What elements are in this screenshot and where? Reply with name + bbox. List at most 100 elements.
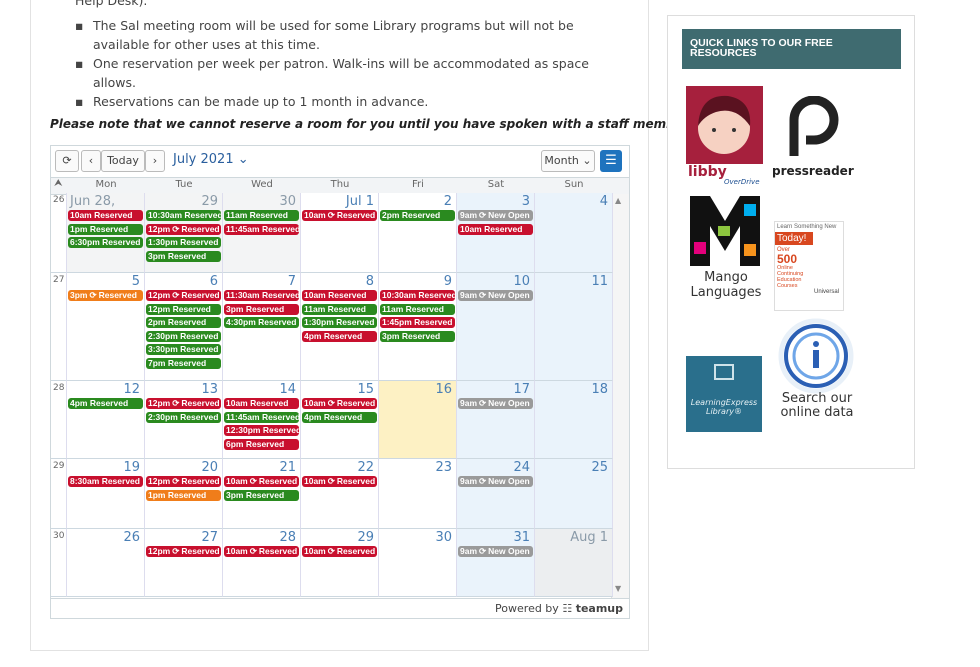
- refresh-button[interactable]: ⟳: [55, 150, 79, 172]
- learningexpress-icon[interactable]: LearningExpress Library®: [686, 356, 762, 432]
- event[interactable]: 2:30pm Reserved: [146, 411, 221, 423]
- today-button[interactable]: Today: [101, 150, 145, 172]
- event[interactable]: 4pm Reserved: [302, 330, 377, 342]
- event[interactable]: 12pm ⟳ Reserved: [146, 223, 221, 235]
- event[interactable]: 9am ⟳ New Open: [458, 476, 533, 487]
- collapse-icon[interactable]: ⮝: [54, 178, 63, 189]
- event[interactable]: 11:45am Reserved: [224, 411, 299, 423]
- day-number: Jul 1: [345, 194, 374, 209]
- powered-text: Powered by: [495, 602, 559, 615]
- event[interactable]: 11am Reserved: [302, 303, 377, 315]
- event[interactable]: 10am Reserved: [68, 210, 143, 221]
- event[interactable]: 2:30pm Reserved: [146, 330, 221, 342]
- search-icon[interactable]: [778, 318, 854, 394]
- event[interactable]: 4:30pm Reserved: [224, 317, 299, 328]
- event[interactable]: 1pm Reserved: [146, 489, 221, 501]
- scroll-up[interactable]: ▲: [615, 196, 622, 205]
- event[interactable]: 2pm Reserved: [380, 210, 455, 221]
- event[interactable]: 9am ⟳ New Open: [458, 546, 533, 557]
- universal-num: 500: [777, 252, 798, 266]
- repeat-icon: ⟳: [479, 476, 487, 486]
- event[interactable]: 10am Reserved: [458, 223, 533, 235]
- event-status: Reserved: [184, 210, 221, 220]
- event[interactable]: 11:45am Reserved: [224, 223, 299, 235]
- event[interactable]: 10am ⟳ Reserved: [224, 546, 299, 557]
- universal-top: Learn Something New: [777, 224, 837, 230]
- scrollbar[interactable]: [611, 194, 629, 618]
- event[interactable]: 3:30pm Reserved: [146, 344, 221, 355]
- event-time: 9am: [460, 210, 478, 220]
- event[interactable]: 2pm Reserved: [146, 317, 221, 328]
- event-time: 10am: [304, 476, 326, 486]
- event[interactable]: 1:30pm Reserved: [302, 317, 377, 328]
- event[interactable]: 6pm Reserved: [224, 438, 299, 450]
- search-text: Search our online data: [780, 391, 854, 420]
- event[interactable]: 1:45pm Reserved: [380, 317, 455, 328]
- event[interactable]: 10am ⟳ Reserved: [302, 398, 377, 409]
- pressreader-icon[interactable]: [786, 96, 842, 160]
- event[interactable]: 12:30pm Reserved: [224, 425, 299, 436]
- event[interactable]: 1pm Reserved: [68, 223, 143, 235]
- event-status: Reserved: [245, 438, 285, 449]
- day-number: 10: [513, 274, 530, 289]
- event[interactable]: 1:30pm Reserved: [146, 237, 221, 248]
- event[interactable]: 3pm Reserved: [224, 303, 299, 315]
- menu-button[interactable]: ☰: [600, 150, 622, 172]
- event[interactable]: 3pm Reserved: [380, 330, 455, 342]
- day-number: 11: [591, 274, 608, 289]
- day-cell: 24 9am ⟳ New Open: [457, 459, 535, 529]
- event[interactable]: 12pm ⟳ Reserved: [146, 398, 221, 409]
- day-number: Aug 1: [570, 530, 608, 545]
- event[interactable]: 10am ⟳ Reserved: [302, 546, 377, 557]
- event[interactable]: 11:30am Reserved: [224, 290, 299, 301]
- prev-button[interactable]: ‹: [81, 150, 101, 172]
- event[interactable]: 10am Reserved: [224, 398, 299, 409]
- scroll-down[interactable]: ▼: [615, 584, 622, 593]
- event-time: 10:30am: [382, 290, 417, 300]
- event[interactable]: 12pm Reserved: [146, 303, 221, 315]
- month-title[interactable]: July 2021 ⌄: [173, 152, 249, 167]
- event-time: 3pm: [226, 489, 244, 500]
- universal-card[interactable]: Learn Something New Today! Over 500 Onli…: [774, 221, 844, 311]
- event[interactable]: 10am Reserved: [302, 290, 377, 301]
- event[interactable]: 4pm Reserved: [302, 411, 377, 423]
- event[interactable]: 3pm Reserved: [146, 250, 221, 262]
- event[interactable]: 12pm ⟳ Reserved: [146, 290, 221, 301]
- view-button[interactable]: Month ⌄: [541, 150, 595, 172]
- day-cell: 20 12pm ⟳ Reserved 1pm Reserved: [145, 459, 223, 529]
- repeat-icon: ⟳: [172, 223, 180, 234]
- event[interactable]: 6:30pm Reserved: [68, 237, 143, 248]
- event[interactable]: 10:30am Reserved: [146, 210, 221, 221]
- repeat-icon: ⟳: [327, 476, 335, 486]
- sidebar: QUICK LINKS TO OUR FREE RESOURCES libby …: [667, 15, 915, 469]
- event[interactable]: 12pm ⟳ Reserved: [146, 476, 221, 487]
- day-cell: 29 10:30am Reserved 12pm ⟳ Reserved 1:30pm Re…: [145, 193, 223, 273]
- event[interactable]: 7pm Reserved: [146, 357, 221, 369]
- event[interactable]: 10:30am Reserved: [380, 290, 455, 301]
- event[interactable]: 9am ⟳ New Open: [458, 398, 533, 409]
- bullet-list: ▪ The Sal meeting room will be used for s…: [75, 16, 615, 111]
- mango-icon[interactable]: [690, 196, 760, 266]
- event[interactable]: 9am ⟳ New Open: [458, 210, 533, 221]
- event[interactable]: 10am ⟳ Reserved: [302, 476, 377, 487]
- next-button[interactable]: ›: [145, 150, 165, 172]
- event[interactable]: 8:30am Reserved: [68, 476, 143, 487]
- event[interactable]: 10am ⟳ Reserved: [302, 210, 377, 221]
- event[interactable]: 9am ⟳ New Open: [458, 290, 533, 301]
- event-status: Reserved: [336, 317, 375, 327]
- event[interactable]: 4pm Reserved: [68, 398, 143, 409]
- bullet-text: The Sal meeting room will be used for so…: [93, 18, 574, 52]
- event-time: 1:30pm: [304, 317, 334, 327]
- event-status: Reserved: [167, 489, 207, 500]
- event[interactable]: 11am Reserved: [224, 210, 299, 221]
- event[interactable]: 3pm Reserved: [224, 489, 299, 501]
- event[interactable]: 3pm ⟳ Reserved: [68, 290, 143, 301]
- repeat-icon: ⟳: [249, 546, 257, 556]
- libby-icon[interactable]: [686, 86, 763, 164]
- event[interactable]: 10am ⟳ Reserved: [224, 476, 299, 487]
- event-status: Reserved: [261, 411, 299, 422]
- event-status: Reserved: [172, 303, 211, 314]
- event[interactable]: 12pm ⟳ Reserved: [146, 546, 221, 557]
- repeat-icon: ⟳: [172, 476, 180, 486]
- event[interactable]: 11am Reserved: [380, 303, 455, 315]
